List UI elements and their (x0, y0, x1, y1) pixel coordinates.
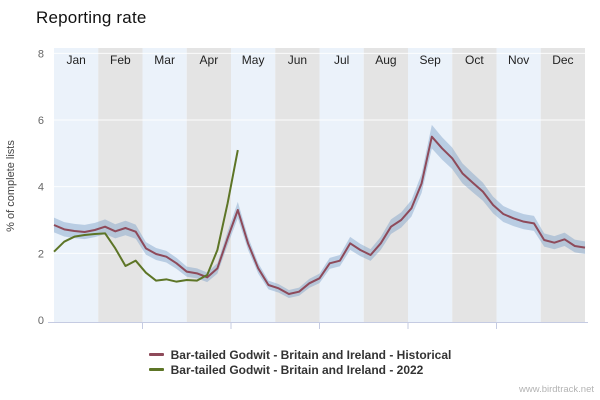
historical-confidence-band (54, 124, 585, 298)
month-band-sep (408, 48, 453, 322)
y-tick-label-6: 6 (38, 115, 44, 127)
month-label-sep: Sep (419, 53, 441, 67)
month-label-feb: Feb (110, 53, 131, 67)
y-tick-label-8: 8 (38, 48, 44, 60)
month-label-jan: Jan (66, 53, 85, 67)
month-band-jun (275, 48, 320, 322)
2022-line-swatch (148, 368, 164, 371)
month-label-jun: Jun (288, 53, 307, 67)
month-label-nov: Nov (508, 53, 529, 67)
y-tick-label-2: 2 (38, 248, 44, 260)
legend-inner: Bar-tailed Godwit - Britain and Ireland … (148, 347, 452, 377)
reporting-rate-chart: Jan Feb Mar Apr May Jun Jul Aug Sep Oct Nov Dec 0 2 4 6… (5, 48, 588, 329)
month-band-nov (496, 48, 541, 322)
month-label-mar: Mar (154, 53, 175, 67)
legend-item-historical[interactable]: Bar-tailed Godwit - Britain and Ireland … (148, 347, 452, 362)
month-label-apr: Apr (200, 53, 219, 67)
y-axis-title: % of complete lists (5, 140, 17, 232)
2022-series-line[interactable] (53, 149, 239, 283)
month-band-jul (319, 48, 364, 322)
month-label-dec: Dec (552, 53, 573, 67)
watermark: www.birdtrack.net (519, 384, 594, 395)
month-band-dec (540, 48, 585, 322)
legend-label-historical: Bar-tailed Godwit - Britain and Ireland … (170, 347, 452, 362)
month-band-feb (98, 48, 143, 322)
y-tick-label-4: 4 (38, 182, 44, 194)
historical-line-swatch (148, 353, 164, 356)
chart-legend: Bar-tailed Godwit - Britain and Ireland … (0, 347, 600, 377)
month-band-jan (54, 48, 99, 322)
month-label-oct: Oct (465, 53, 484, 67)
historical-series-line[interactable] (53, 135, 586, 296)
month-label-aug: Aug (375, 53, 396, 67)
month-label-jul: Jul (334, 53, 349, 67)
month-band-may (231, 48, 276, 322)
month-label-may: May (242, 53, 265, 67)
legend-label-2022: Bar-tailed Godwit - Britain and Ireland … (170, 362, 424, 377)
chart-title: Reporting rate (36, 8, 147, 27)
legend-item-2022[interactable]: Bar-tailed Godwit - Britain and Ireland … (148, 362, 452, 377)
month-band-aug (363, 48, 408, 322)
y-tick-label-0: 0 (38, 315, 44, 327)
